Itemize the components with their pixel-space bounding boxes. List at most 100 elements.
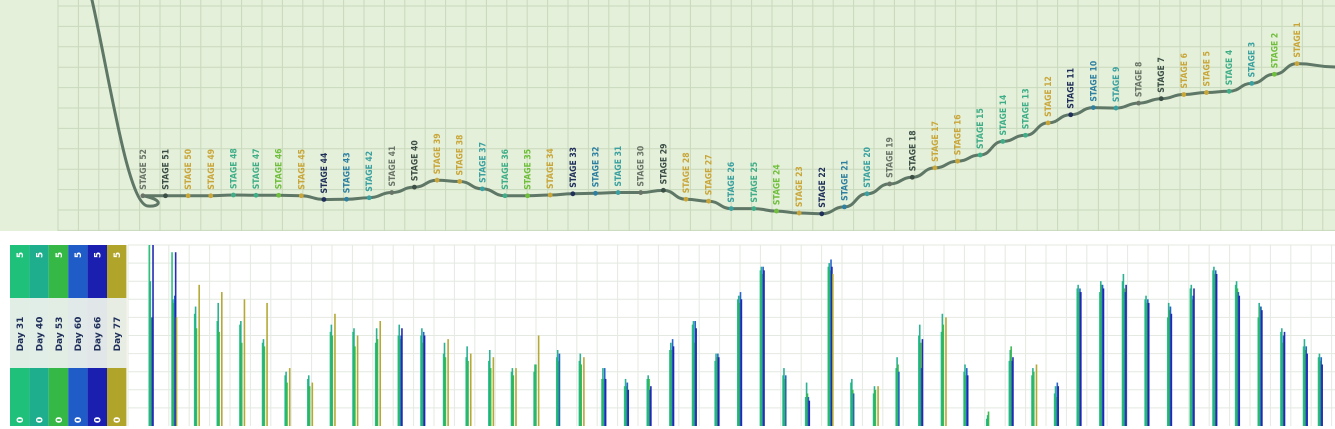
bar-day-40 (1122, 273, 1125, 426)
bar-day-40 (851, 378, 853, 426)
bar-day-60 (1169, 306, 1172, 426)
bar-day-31 (329, 331, 332, 426)
bar-day-31 (1076, 288, 1079, 426)
bar-day-53 (195, 328, 198, 426)
bar-day-53 (535, 364, 537, 426)
legend-min: 0 (16, 417, 26, 423)
bar-day-31 (872, 393, 875, 426)
legend-max: 5 (35, 252, 45, 258)
bar-group (827, 259, 834, 426)
bar-day-31 (1317, 357, 1320, 426)
bar-day-53 (829, 270, 831, 426)
bar-day-66 (695, 328, 697, 426)
bar-group (193, 284, 200, 426)
stage-labels: STAGE 52 STAGE 51 STAGE 50 STAGE 49 STAGE 48… (139, 22, 1303, 208)
bar-day-31 (804, 397, 807, 426)
stage-label: STAGE 17 (931, 121, 941, 162)
bar-day-40 (1303, 339, 1306, 426)
stage-point (208, 193, 214, 199)
bar-day-66 (174, 252, 177, 426)
bar-day-77 (832, 273, 834, 426)
bar-group (533, 335, 540, 426)
bar-group (442, 339, 449, 426)
bar-day-60 (694, 321, 697, 426)
bar-day-60 (784, 375, 787, 426)
bar-group (782, 368, 787, 426)
bar-day-31 (827, 266, 830, 426)
bar-day-60 (1079, 288, 1081, 426)
bar-day-53 (1055, 397, 1058, 426)
bar-day-40 (715, 353, 717, 426)
bar-day-53 (603, 378, 605, 426)
bar-day-53 (331, 335, 334, 426)
bar-group (261, 302, 268, 426)
bar-group (1008, 346, 1014, 426)
stage-point (1294, 61, 1300, 67)
bar-day-40 (466, 346, 468, 426)
stage-label: STAGE 31 (614, 146, 624, 187)
bar-day-66 (1147, 302, 1150, 426)
bar-day-60 (558, 353, 561, 426)
bar-group (691, 321, 697, 426)
bar-day-31 (1121, 281, 1124, 426)
bar-day-40 (670, 342, 672, 426)
bar-day-40 (398, 324, 401, 426)
stage-point (1113, 105, 1119, 111)
stage-point (887, 181, 893, 187)
bar-group (148, 245, 154, 426)
bottom-panel-bg (0, 231, 1335, 429)
bar-day-60 (1192, 295, 1194, 426)
bar-group (1099, 281, 1105, 426)
bar-day-40 (873, 386, 876, 426)
bar-day-40 (986, 415, 989, 426)
bar-day-77 (198, 284, 200, 426)
legend-max: 5 (55, 252, 65, 258)
bar-day-60 (1056, 382, 1059, 426)
bar-day-53 (987, 411, 990, 426)
stage-point (389, 190, 395, 195)
bar-day-66 (1012, 357, 1014, 426)
stage-point (660, 187, 666, 193)
bar-day-66 (650, 386, 652, 426)
stage-point (163, 193, 168, 199)
bar-day-60 (1214, 270, 1217, 426)
stage-point (796, 210, 802, 216)
bar-day-53 (399, 339, 401, 426)
stage-point (728, 206, 734, 212)
stage-point (1136, 100, 1141, 106)
legend-min: 0 (74, 417, 84, 423)
legend-max: 5 (113, 252, 123, 258)
bar-group (352, 328, 359, 426)
bar-day-40 (941, 313, 944, 426)
bar-day-60 (920, 368, 923, 426)
stage-label: STAGE 3 (1248, 42, 1258, 77)
top-panel-bg (0, 0, 1335, 231)
bar-day-40 (896, 357, 898, 426)
bar-day-31 (1166, 317, 1169, 426)
legend-name: Day 31 (16, 317, 26, 352)
bar-group (555, 349, 561, 426)
bar-day-77 (515, 368, 517, 426)
stage-point (955, 158, 960, 164)
bar-group (578, 353, 585, 426)
bar-day-60 (852, 393, 855, 426)
bar-day-31 (669, 349, 671, 426)
bar-day-40 (1009, 349, 1012, 426)
bar-day-31 (374, 342, 377, 426)
bar-group (239, 299, 246, 426)
bar-group (284, 368, 291, 426)
bar-day-31 (1302, 346, 1305, 426)
bar-group (669, 339, 675, 426)
stage-label: STAGE 21 (840, 160, 850, 201)
stage-point (615, 190, 621, 195)
bar-day-53 (670, 349, 673, 426)
bar-day-31 (895, 368, 898, 426)
stage-label: STAGE 33 (569, 147, 579, 188)
day-legend: 5 0 5 0 5 0 5 0 5 0 5 0 Day 31 Day 40 Day 53 Day 60 Day … (10, 245, 127, 426)
stage-point (276, 192, 282, 198)
bar-day-40 (1258, 302, 1260, 426)
bar-group (307, 375, 314, 426)
stage-point (977, 152, 983, 158)
bar-group (171, 252, 178, 426)
stage-label: STAGE 44 (320, 153, 330, 194)
